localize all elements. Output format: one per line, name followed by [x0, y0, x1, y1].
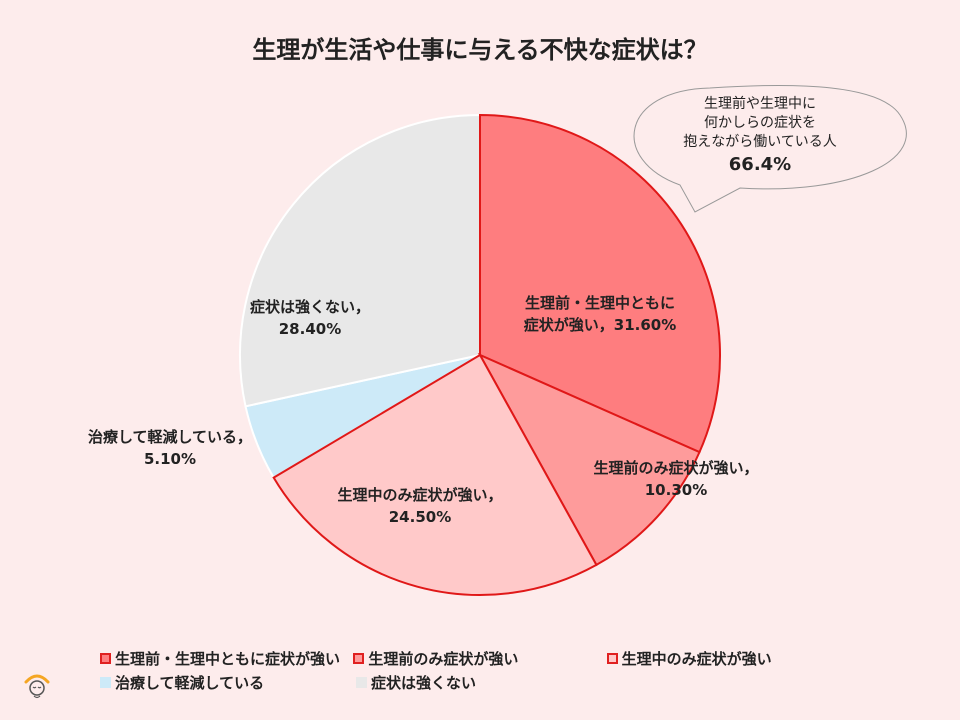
chart-title: 生理が生活や仕事に与える不快な症状は？: [252, 36, 708, 64]
callout-bubble: 生理前や生理中に 何かしらの症状を 抱えながら働いている人 66.4%: [633, 84, 907, 213]
slice-label: 治療して軽減している，: [88, 428, 252, 446]
slice-label: 症状が強い，31.60%: [524, 316, 676, 334]
legend-swatch: [100, 676, 111, 688]
callout-line2: 何かしらの症状を: [704, 115, 816, 131]
legend-item: 症状は強くない: [356, 672, 612, 693]
callout-line3: 抱えながら働いている人: [683, 134, 837, 150]
pie-slice: [479, 113, 721, 454]
slice-label: 5.10%: [144, 450, 196, 468]
slice-label: 症状は強くない，: [250, 298, 370, 316]
legend-swatch: [100, 652, 111, 664]
legend-item: 生理前のみ症状が強い: [353, 648, 606, 669]
legend-row: 治療して軽減している 症状は強くない: [100, 670, 860, 694]
pie-slice: [239, 113, 481, 408]
callout-line1: 生理前や生理中に: [704, 95, 816, 112]
legend-item: 生理前・生理中ともに症状が強い: [100, 648, 353, 669]
legend-item: 治療して軽減している: [100, 672, 356, 693]
legend-row: 生理前・生理中ともに症状が強い 生理前のみ症状が強い 生理中のみ症状が強い: [100, 646, 860, 670]
slice-label: 24.50%: [389, 508, 451, 526]
pie-slice: [272, 353, 598, 596]
legend-label: 生理中のみ症状が強い: [621, 649, 772, 668]
pie-slice: [477, 352, 701, 567]
legend-swatch: [353, 652, 365, 664]
legend-label: 生理前のみ症状が強い: [368, 649, 519, 668]
callout-value: 66.4%: [729, 154, 791, 175]
callout-shape: [633, 84, 907, 213]
legend-label: 生理前・生理中ともに症状が強い: [115, 649, 341, 668]
slice-label: 28.40%: [279, 320, 341, 338]
legend-swatch: [356, 676, 367, 688]
legend-item: 生理中のみ症状が強い: [606, 648, 860, 669]
legend-swatch: [606, 652, 618, 664]
legend-label: 症状は強くない: [371, 673, 477, 692]
chart-legend: 生理前・生理中ともに症状が強い 生理前のみ症状が強い 生理中のみ症状が強い 治療…: [100, 646, 860, 694]
slice-label: 生理前・生理中ともに: [525, 294, 675, 312]
slice-label: 10.30%: [645, 481, 707, 499]
face-logo-icon: [24, 674, 50, 699]
slice-label: 生理中のみ症状が強い，: [337, 486, 502, 504]
legend-label: 治療して軽減している: [115, 673, 265, 692]
slice-label: 生理前のみ症状が強い，: [593, 459, 758, 477]
